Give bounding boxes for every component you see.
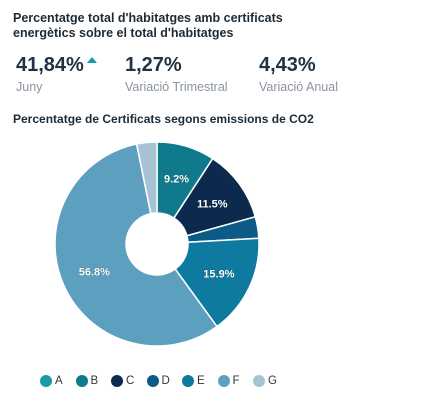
legend-label: E	[197, 374, 205, 387]
pie-slice-g[interactable]	[135, 141, 158, 215]
legend-label: G	[268, 374, 277, 387]
trend-up-icon	[86, 57, 97, 63]
kpi-quarterly-label: Variació Trimestral	[125, 80, 228, 94]
legend-label: F	[232, 374, 240, 387]
legend-swatch-icon	[146, 374, 159, 387]
legend-label: D	[161, 374, 170, 387]
legend-swatch-icon	[75, 374, 88, 387]
legend-swatch-icon	[40, 374, 52, 387]
kpi-quarterly: 1,27% Variació Trimestral	[125, 53, 228, 95]
legend-swatch-icon	[253, 374, 265, 387]
kpi-row: 41,84% Juny 1,27% Variació Trimestral 4,…	[16, 53, 426, 97]
legend-item-f[interactable]: F	[217, 372, 240, 390]
legend-swatch-icon	[111, 374, 123, 387]
kpi-annual: 4,43% Variació Anual	[259, 53, 338, 95]
chart-title: Percentatge de Certificats segons emissi…	[13, 112, 314, 126]
legend-item-b[interactable]: B	[75, 372, 99, 390]
data-label-e: 15.9%	[203, 268, 234, 280]
kpi-annual-label: Variació Anual	[259, 80, 338, 94]
legend-item-a[interactable]: A	[40, 372, 63, 390]
kpi-current: 41,84% Juny	[16, 53, 97, 95]
legend-label: A	[55, 374, 63, 387]
kpi-annual-value: 4,43%	[259, 54, 316, 76]
pie-slice-f[interactable]	[54, 143, 219, 347]
legend-item-d[interactable]: D	[146, 372, 170, 390]
legend-label: C	[126, 374, 135, 387]
legend-swatch-icon	[217, 374, 230, 387]
pie-slice-e[interactable]	[174, 237, 260, 328]
kpi-current-value: 41,84%	[16, 54, 84, 76]
legend-item-g[interactable]: G	[253, 372, 277, 390]
data-label-c: 11.5%	[197, 199, 228, 211]
legend-swatch-icon	[182, 374, 194, 387]
kpi-quarterly-value: 1,27%	[125, 54, 182, 76]
legend-item-c[interactable]: C	[111, 372, 134, 390]
card-title: Percentatge total d'habitatges amb certi…	[13, 11, 283, 40]
data-label-b: 9.2%	[164, 173, 189, 185]
legend-label: B	[90, 374, 99, 387]
legend-item-e[interactable]: E	[182, 372, 205, 390]
kpi-current-label: Juny	[16, 80, 43, 94]
donut-chart: 9.2% 11.5% 15.9% 56.8%	[54, 141, 260, 347]
data-label-f: 56.8%	[79, 267, 110, 279]
